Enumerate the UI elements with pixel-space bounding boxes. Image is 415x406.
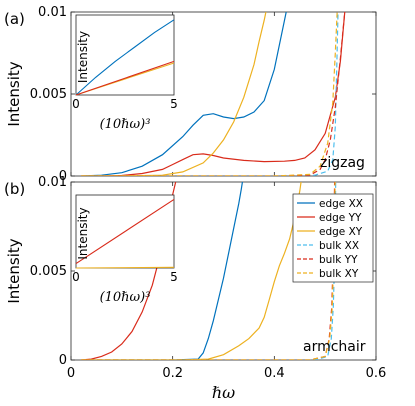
x-axis-label: ℏω — [212, 383, 235, 402]
y-axis-label: Intensity — [5, 238, 23, 303]
panel-annotation: zigzag — [320, 155, 365, 171]
series-line-edge-xy — [81, 12, 267, 176]
series-group — [81, 12, 346, 176]
inset-series-line — [75, 60, 175, 96]
series-line-edge-xy — [81, 182, 302, 360]
legend-label: edge XX — [319, 198, 363, 210]
inset-x-tick-label: 0 — [72, 270, 80, 284]
panel-a: 0 0.005 0.01 Intensity (a) zigzag 0 5 Intensity (… — [4, 5, 377, 184]
inset-y-axis-label: Intensity — [76, 207, 90, 259]
series-line-edge-xx — [81, 12, 287, 176]
legend: edge XX edge YY edge XY bulk XX bulk YY bulk … — [292, 193, 374, 283]
inset-x-tick-label: 5 — [170, 270, 178, 284]
inset: 0 5 Intensity (10ℏω)³ — [72, 14, 178, 132]
y-tick-label: 0 — [59, 353, 67, 368]
inset-x-tick-label: 0 — [72, 97, 80, 111]
panel-label: (b) — [4, 180, 25, 198]
inset-y-axis-label: Intensity — [76, 31, 90, 83]
y-tick-label: 0.005 — [30, 264, 67, 279]
y-axis-label: Intensity — [5, 61, 23, 126]
series-line-edge-yy — [81, 12, 346, 176]
x-tick-label: 0 — [67, 366, 75, 381]
legend-box — [292, 193, 374, 283]
legend-label: bulk YY — [319, 254, 358, 266]
inset-x-axis-label: (10ℏω)³ — [100, 117, 151, 132]
x-tick-label: 0.2 — [162, 366, 183, 381]
inset-x-axis-label: (10ℏω)³ — [100, 290, 151, 305]
legend-label: edge YY — [319, 212, 362, 224]
inset-frame — [75, 14, 175, 96]
x-tick-label: 0.4 — [264, 366, 285, 381]
inset-series-line — [75, 19, 175, 96]
series-line-bulk-xx — [81, 12, 339, 176]
y-tick-label: 0.01 — [38, 175, 67, 190]
panel-b: 0 0.005 0.01 0 0.2 0.4 0.6 Intensity (b) armchair… — [4, 175, 387, 381]
inset: 0 5 Intensity (10ℏω)³ — [72, 194, 178, 305]
legend-label: bulk XX — [319, 240, 359, 252]
y-tick-label: 0.005 — [30, 87, 67, 102]
inset-series-line — [75, 266, 175, 269]
y-tick-label: 0.01 — [38, 5, 67, 20]
legend-label: edge XY — [319, 226, 363, 238]
panel-annotation: armchair — [303, 339, 366, 355]
series-line-bulk-xx — [81, 182, 337, 360]
inset-x-tick-label: 5 — [170, 97, 178, 111]
x-tick-label: 0.6 — [366, 366, 387, 381]
legend-label: bulk XY — [319, 268, 359, 280]
series-line-bulk-xy — [81, 12, 338, 176]
y-tick-label: 0 — [59, 169, 67, 184]
inset-series-line — [75, 198, 175, 265]
panel-label: (a) — [4, 10, 25, 28]
